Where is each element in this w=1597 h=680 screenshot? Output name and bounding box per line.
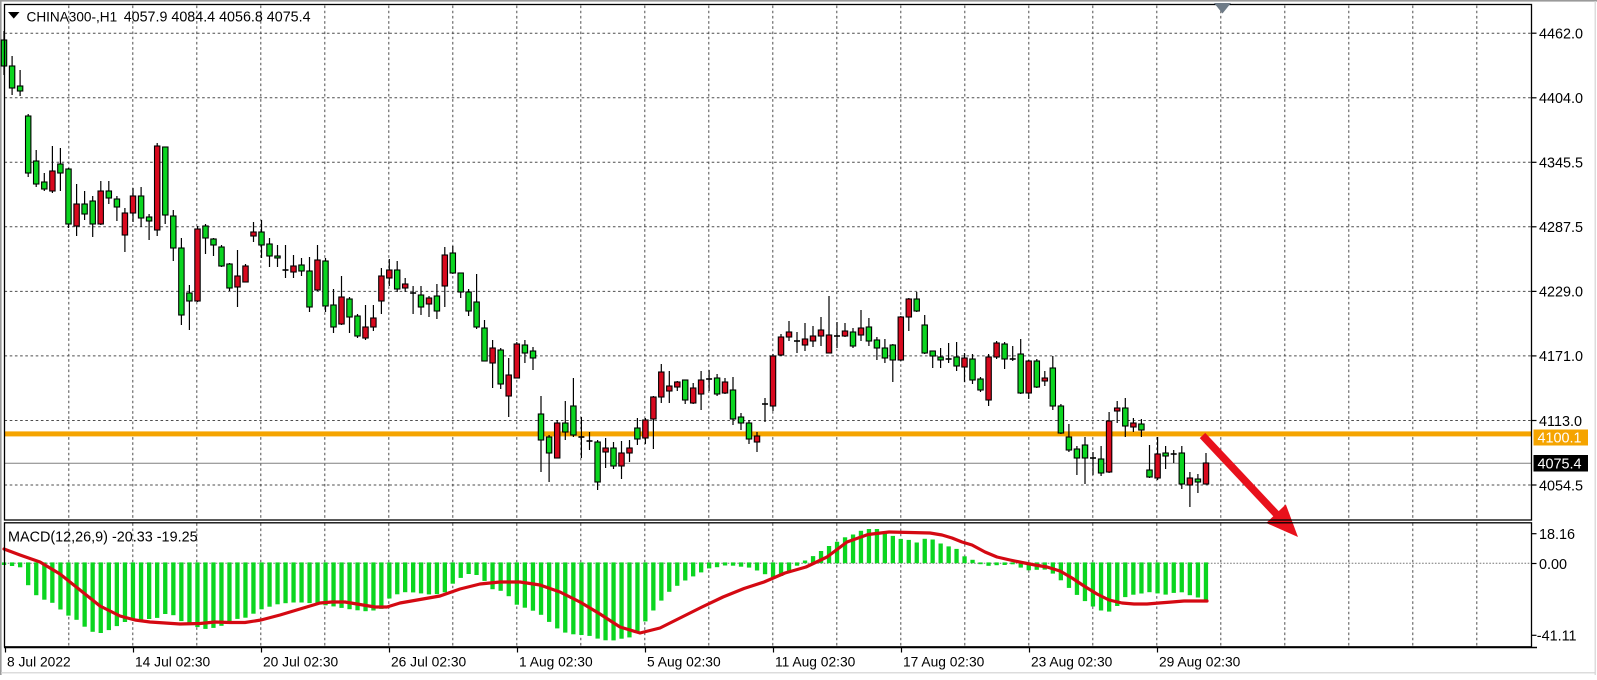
svg-text:26 Jul 02:30: 26 Jul 02:30	[391, 655, 467, 670]
svg-text:4113.0: 4113.0	[1539, 414, 1582, 430]
svg-text:4075.4: 4075.4	[1538, 456, 1582, 472]
svg-text:5 Aug 02:30: 5 Aug 02:30	[647, 655, 721, 670]
svg-text:-41.11: -41.11	[1537, 629, 1577, 645]
svg-text:4462.0: 4462.0	[1539, 27, 1583, 43]
svg-text:CHINA300-,H1: CHINA300-,H1	[27, 9, 118, 24]
svg-text:20 Jul 02:30: 20 Jul 02:30	[263, 655, 339, 670]
svg-text:4345.5: 4345.5	[1539, 156, 1583, 172]
svg-text:4404.0: 4404.0	[1539, 91, 1583, 107]
svg-text:4229.0: 4229.0	[1539, 285, 1583, 301]
svg-text:4054.5: 4054.5	[1539, 478, 1583, 494]
svg-text:4287.5: 4287.5	[1539, 220, 1583, 236]
svg-text:MACD(12,26,9) -20.33 -19.25: MACD(12,26,9) -20.33 -19.25	[8, 530, 198, 546]
svg-text:0.00: 0.00	[1539, 557, 1567, 573]
svg-text:4100.1: 4100.1	[1538, 431, 1582, 447]
svg-text:29 Aug 02:30: 29 Aug 02:30	[1159, 655, 1241, 670]
svg-text:17 Aug 02:30: 17 Aug 02:30	[903, 655, 985, 670]
svg-text:8 Jul 2022: 8 Jul 2022	[7, 655, 71, 670]
svg-text:18.16: 18.16	[1539, 527, 1575, 543]
svg-text:14 Jul 02:30: 14 Jul 02:30	[135, 655, 211, 670]
svg-text:4171.0: 4171.0	[1539, 349, 1583, 365]
svg-text:11 Aug 02:30: 11 Aug 02:30	[775, 655, 856, 670]
svg-text:1 Aug 02:30: 1 Aug 02:30	[519, 655, 593, 670]
svg-text:4057.9 4084.4 4056.8 4075.4: 4057.9 4084.4 4056.8 4075.4	[124, 9, 311, 25]
svg-text:23 Aug 02:30: 23 Aug 02:30	[1031, 655, 1113, 670]
